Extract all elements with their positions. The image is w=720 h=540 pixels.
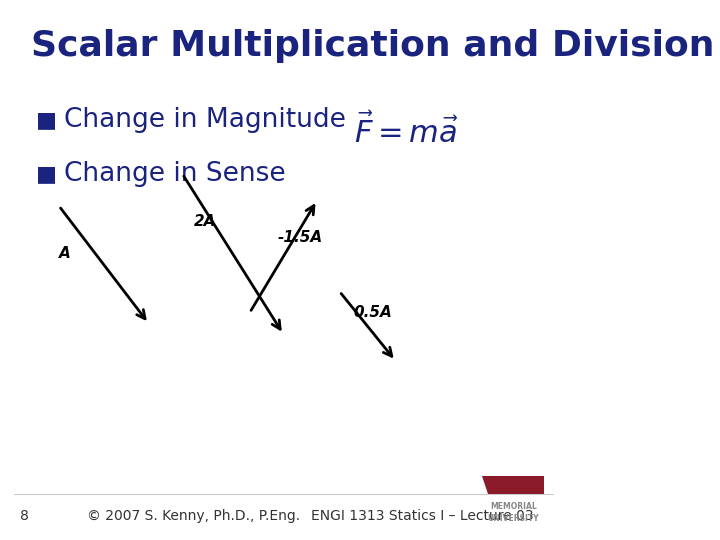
Text: 2A: 2A — [194, 214, 216, 230]
Text: $\vec{F} = m\vec{a}$: $\vec{F} = m\vec{a}$ — [354, 113, 459, 149]
Text: © 2007 S. Kenny, Ph.D., P.Eng.: © 2007 S. Kenny, Ph.D., P.Eng. — [87, 509, 300, 523]
Text: Scalar Multiplication and Division: Scalar Multiplication and Division — [31, 30, 714, 64]
Text: ENGI 1313 Statics I – Lecture 03: ENGI 1313 Statics I – Lecture 03 — [311, 509, 534, 523]
Text: ■: ■ — [37, 164, 58, 184]
Polygon shape — [482, 476, 544, 495]
Text: 0.5A: 0.5A — [354, 305, 392, 320]
Text: ■: ■ — [37, 110, 58, 130]
Text: -1.5A: -1.5A — [278, 231, 323, 246]
Text: A: A — [58, 246, 71, 261]
Text: Change in Sense: Change in Sense — [65, 161, 286, 187]
Text: 8: 8 — [19, 509, 29, 523]
Text: MEMORIAL
UNIVERSITY: MEMORIAL UNIVERSITY — [487, 503, 539, 523]
Text: Change in Magnitude: Change in Magnitude — [65, 107, 346, 133]
